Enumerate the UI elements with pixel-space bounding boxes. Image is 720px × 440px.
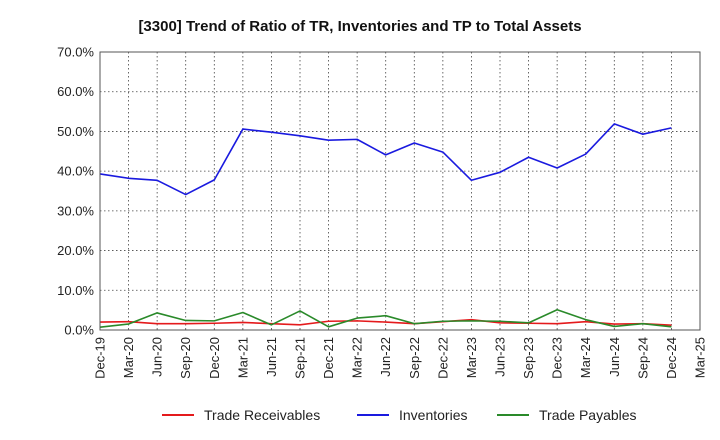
y-tick-label: 30.0% bbox=[57, 203, 94, 218]
x-tick-label: Mar-23 bbox=[464, 337, 479, 378]
x-tick-label: Jun-21 bbox=[264, 337, 279, 377]
y-tick-label: 40.0% bbox=[57, 164, 94, 179]
x-tick-label: Dec-21 bbox=[321, 337, 336, 379]
y-tick-label: 0.0% bbox=[64, 323, 94, 338]
plot-frame bbox=[99, 51, 701, 331]
x-tick-label: Jun-22 bbox=[378, 337, 393, 377]
x-tick-label: Sep-23 bbox=[521, 337, 536, 379]
legend-label: Trade Receivables bbox=[204, 407, 320, 423]
x-tick-label: Jun-23 bbox=[493, 337, 508, 377]
x-tick-label: Jun-20 bbox=[150, 337, 165, 377]
y-axis-ticks: 0.0% 10.0% 20.0% 30.0% 40.0% 50.0% 60.0% 70.0% bbox=[57, 45, 94, 338]
x-tick-label: Dec-22 bbox=[435, 337, 450, 379]
x-tick-label: Mar-24 bbox=[578, 337, 593, 378]
series-line-trade-receivables bbox=[99, 318, 672, 327]
y-tick-label: 70.0% bbox=[57, 45, 94, 60]
y-tick-label: 50.0% bbox=[57, 124, 94, 139]
x-tick-label: Sep-21 bbox=[293, 337, 308, 379]
y-tick-label: 20.0% bbox=[57, 243, 94, 258]
legend-label: Inventories bbox=[399, 407, 467, 423]
x-tick-label: Mar-20 bbox=[121, 337, 136, 378]
legend: Trade Receivables Inventories Trade Payabl… bbox=[162, 407, 637, 423]
series-line-inventories bbox=[99, 123, 672, 196]
x-axis-ticks: Dec-19 Mar-20 Jun-20 Sep-20 Dec-20 Mar-21 Jun-… bbox=[93, 337, 708, 379]
x-tick-label: Mar-21 bbox=[235, 337, 250, 378]
x-tick-label: Sep-22 bbox=[407, 337, 422, 379]
x-tick-label: Sep-24 bbox=[635, 337, 650, 379]
x-tick-label: Dec-19 bbox=[93, 337, 108, 379]
x-tick-label: Dec-20 bbox=[207, 337, 222, 379]
x-tick-label: Mar-22 bbox=[350, 337, 365, 378]
y-tick-label: 10.0% bbox=[57, 283, 94, 298]
grid bbox=[100, 52, 700, 330]
y-tick-label: 60.0% bbox=[57, 84, 94, 99]
x-tick-label: Dec-24 bbox=[664, 337, 679, 379]
series-line-trade-payables bbox=[99, 308, 672, 329]
x-tick-label: Sep-20 bbox=[178, 337, 193, 379]
x-tick-label: Jun-24 bbox=[607, 337, 622, 377]
x-tick-label: Dec-23 bbox=[550, 337, 565, 379]
legend-label: Trade Payables bbox=[539, 407, 637, 423]
series-lines bbox=[99, 123, 672, 329]
x-tick-label: Mar-25 bbox=[693, 337, 708, 378]
chart-title: [3300] Trend of Ratio of TR, Inventories… bbox=[138, 18, 581, 35]
